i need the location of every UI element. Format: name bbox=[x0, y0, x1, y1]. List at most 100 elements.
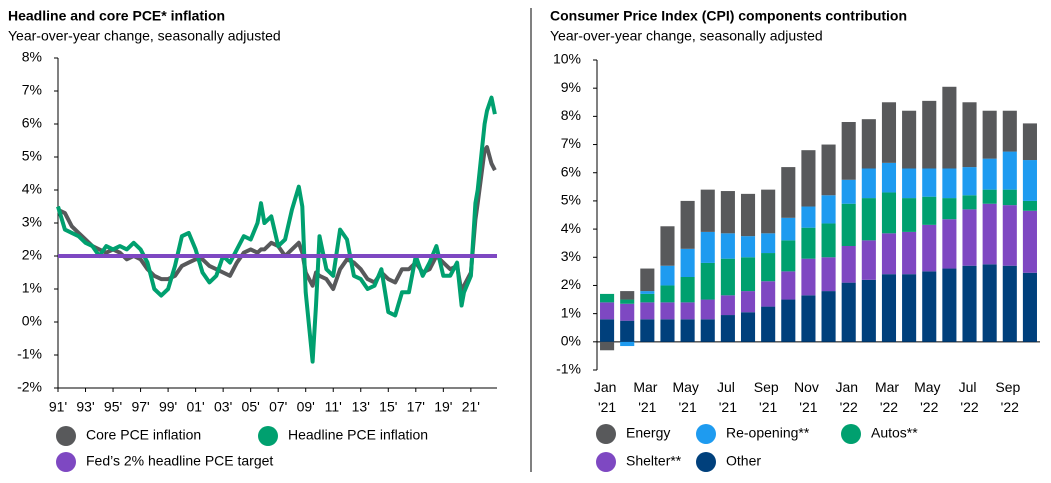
y-tick-label: 1% bbox=[561, 304, 581, 320]
bar-segment bbox=[982, 189, 997, 204]
x-tick-label: 21' bbox=[462, 399, 480, 415]
y-tick-label: 3% bbox=[561, 248, 581, 264]
bar-segment bbox=[942, 168, 957, 199]
x-tick-label: 11' bbox=[325, 399, 342, 415]
bar-segment bbox=[902, 110, 917, 169]
bar-segment bbox=[1002, 151, 1017, 190]
bar-segment bbox=[801, 150, 816, 207]
bar-segment bbox=[861, 198, 876, 241]
bar-segment bbox=[680, 200, 695, 249]
bar-segment bbox=[922, 196, 937, 225]
x-tick-label: Sep '22 bbox=[995, 379, 1024, 415]
x-tick-label: 03' bbox=[214, 399, 232, 415]
x-tick-label: Jul '22 bbox=[959, 379, 981, 415]
bar-segment bbox=[781, 217, 796, 241]
bar-segment bbox=[962, 195, 977, 210]
bar-segment bbox=[781, 299, 796, 342]
bar-segment bbox=[821, 195, 836, 224]
y-tick-label: 0% bbox=[561, 333, 581, 349]
y-tick-label: 8% bbox=[561, 107, 581, 123]
bar-segment bbox=[841, 246, 856, 283]
bar-segment bbox=[660, 285, 675, 303]
legend-marker bbox=[841, 424, 861, 444]
legend-marker bbox=[696, 452, 716, 472]
bar-segment bbox=[902, 231, 917, 275]
bar-segment bbox=[761, 233, 776, 254]
x-tick-label: Jan '22 bbox=[835, 379, 861, 415]
legend-label: Shelter** bbox=[626, 453, 682, 469]
bar-segment bbox=[962, 102, 977, 168]
bar-segment bbox=[1022, 200, 1037, 211]
x-tick-label: 91' bbox=[49, 399, 67, 415]
bar-segment bbox=[922, 168, 937, 197]
x-tick-label: 97' bbox=[131, 399, 149, 415]
bar-segment bbox=[640, 291, 655, 294]
bar-segment bbox=[600, 293, 615, 303]
bar-segment bbox=[902, 198, 917, 232]
bar-segment bbox=[680, 319, 695, 342]
y-tick-label: 5% bbox=[22, 148, 42, 164]
bar-segment bbox=[942, 268, 957, 342]
bar-segment bbox=[620, 320, 635, 342]
bar-segment bbox=[1022, 123, 1037, 161]
bar-segment bbox=[841, 179, 856, 204]
chart-subtitle: Year-over-year change, seasonally adjust… bbox=[550, 28, 823, 44]
bar-segment bbox=[922, 224, 937, 272]
y-tick-label: 4% bbox=[561, 220, 581, 236]
bar-segment bbox=[640, 268, 655, 292]
chart-subtitle: Year-over-year change, seasonally adjust… bbox=[8, 28, 281, 44]
y-tick-label: 9% bbox=[561, 79, 581, 95]
y-tick-label: -1% bbox=[556, 361, 581, 377]
legend-label: Energy bbox=[626, 425, 670, 441]
bar-segment bbox=[942, 219, 957, 269]
bar-segment bbox=[881, 233, 897, 275]
bar-segment bbox=[801, 258, 816, 296]
y-tick-label: 4% bbox=[22, 181, 42, 197]
y-tick-label: 7% bbox=[22, 82, 42, 98]
legend-label: Fed’s 2% headline PCE target bbox=[86, 453, 273, 469]
bar-segment bbox=[881, 162, 897, 193]
bar-segment bbox=[982, 264, 997, 342]
bar-segment bbox=[881, 192, 897, 234]
bar-segment bbox=[640, 302, 655, 320]
bar-segment bbox=[740, 257, 756, 292]
bar-segment bbox=[982, 110, 997, 159]
x-tick-label: 01' bbox=[186, 399, 204, 415]
bar-segment bbox=[620, 303, 635, 321]
bar-segment bbox=[982, 203, 997, 265]
x-tick-label: Nov '21 bbox=[794, 379, 823, 415]
bar-segment bbox=[861, 279, 876, 342]
bar-segment bbox=[962, 209, 977, 266]
bar-segment bbox=[660, 302, 675, 320]
bar-segment bbox=[1002, 205, 1017, 266]
bar-segment bbox=[700, 319, 715, 342]
x-tick-label: 09' bbox=[297, 399, 315, 415]
legend-marker bbox=[56, 426, 76, 446]
bar-segment bbox=[801, 295, 816, 342]
bar-segment bbox=[640, 293, 655, 303]
x-tick-label: 17' bbox=[407, 399, 425, 415]
x-tick-label: Jan '21 bbox=[594, 379, 620, 415]
x-tick-label: Mar '22 bbox=[875, 379, 903, 415]
bar-segment bbox=[720, 295, 735, 316]
y-tick-label: -2% bbox=[17, 379, 42, 395]
bar-segment bbox=[700, 189, 715, 232]
bar-segment bbox=[841, 282, 856, 342]
bar-segment bbox=[881, 274, 897, 342]
bar-segment bbox=[700, 262, 715, 300]
bar-segment bbox=[600, 319, 615, 342]
bar-segment bbox=[861, 168, 876, 199]
bar-segment bbox=[720, 191, 735, 234]
bar-segment bbox=[942, 198, 957, 220]
bar-segment bbox=[761, 306, 776, 342]
bar-segment bbox=[620, 341, 635, 347]
y-tick-label: 7% bbox=[561, 135, 581, 151]
legend-marker bbox=[596, 452, 616, 472]
y-tick-label: -1% bbox=[17, 346, 42, 362]
bar-segment bbox=[660, 226, 675, 266]
y-tick-label: 3% bbox=[22, 214, 42, 230]
legend-label: Headline PCE inflation bbox=[288, 427, 428, 443]
bar-segment bbox=[640, 319, 655, 342]
